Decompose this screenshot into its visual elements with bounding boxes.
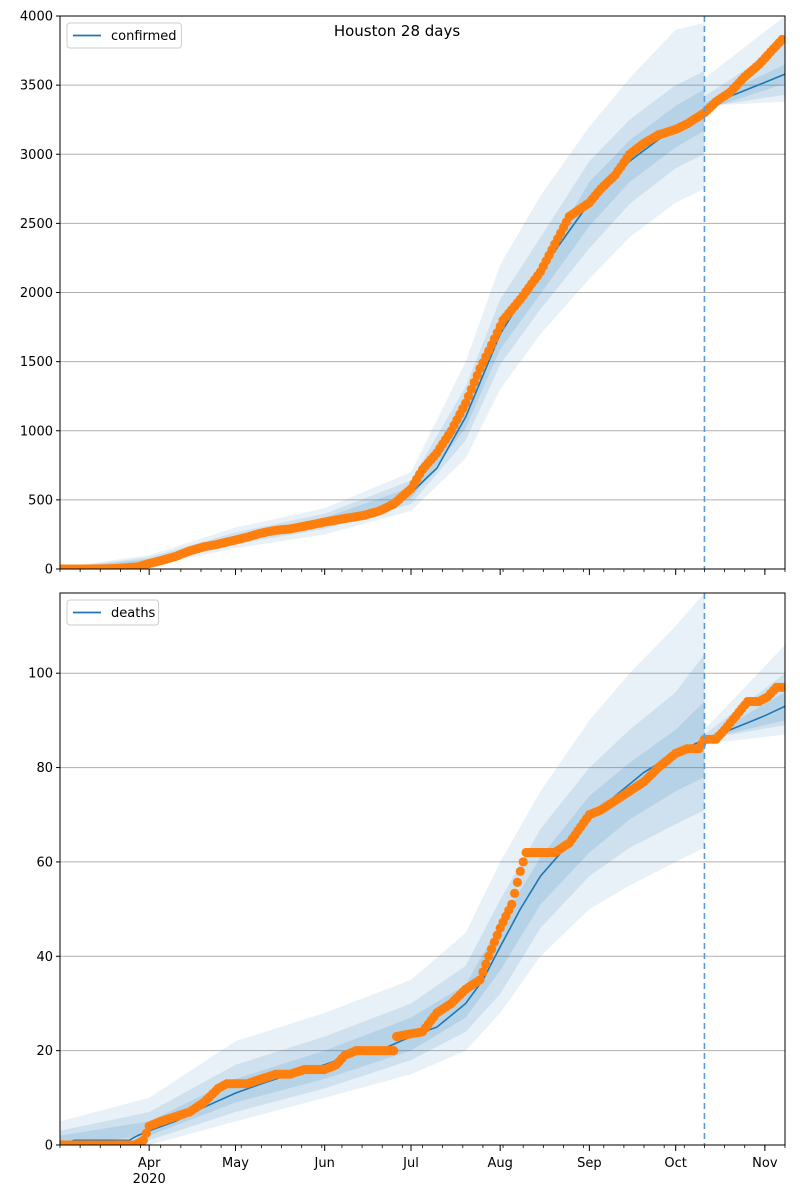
- observed-points: [60, 34, 785, 569]
- observed-point: [777, 34, 785, 45]
- y-tick-label: 500: [28, 493, 53, 508]
- y-tick-label: 80: [36, 761, 53, 776]
- legend-label: confirmed: [111, 29, 177, 44]
- observed-point: [486, 944, 497, 954]
- y-tick-label: 2000: [20, 286, 53, 301]
- observed-point: [481, 959, 491, 969]
- observed-point: [478, 967, 488, 977]
- observed-point: [509, 888, 520, 899]
- observed-point: [489, 937, 499, 947]
- observed-point: [472, 370, 482, 381]
- x-tick-label: Nov: [752, 1156, 778, 1171]
- observed-point: [138, 1135, 148, 1145]
- plot-area: [60, 593, 785, 1145]
- x-tick-label: Aug: [487, 1156, 512, 1171]
- observed-point: [492, 930, 502, 940]
- observed-point: [469, 377, 479, 387]
- y-tick-label: 1000: [20, 424, 53, 439]
- y-tick-label: 20: [36, 1044, 53, 1059]
- deaths-panel: 0 20 40 60 80 100 Apr May Jun Jul Aug Sep Oct Nov 2020…: [28, 592, 786, 1187]
- observed-point: [466, 384, 476, 394]
- x-tick-label: Sep: [577, 1156, 602, 1171]
- y-tick-label: 4000: [20, 10, 53, 25]
- y-tick-label: 100: [28, 667, 53, 682]
- x-tick-label: Jun: [314, 1156, 335, 1171]
- y-tick-label: 0: [45, 1139, 53, 1154]
- observed-point: [141, 1128, 151, 1138]
- y-tick-label: 2500: [20, 217, 53, 232]
- band-middle: [60, 43, 785, 569]
- y-tick-label: 1500: [20, 355, 53, 370]
- observed-point: [518, 857, 528, 867]
- legend: deaths: [66, 599, 160, 626]
- chart-title: Houston 28 days: [334, 22, 461, 40]
- observed-point: [463, 391, 474, 401]
- y-tick-label: 60: [36, 855, 53, 870]
- x-tick-label: Apr: [138, 1156, 161, 1171]
- observed-point: [475, 975, 485, 985]
- y-tick-label: 3000: [20, 148, 53, 163]
- observed-point: [777, 682, 785, 692]
- legend-box: [66, 599, 160, 626]
- legend-box: [66, 22, 182, 49]
- observed-point: [515, 866, 525, 877]
- observed-point: [512, 877, 523, 888]
- x-tick-label: Oct: [664, 1156, 686, 1171]
- x-year-label: 2020: [133, 1172, 166, 1187]
- band-outer: [60, 16, 785, 569]
- x-tick-label: Jul: [402, 1156, 419, 1171]
- legend: confirmed: [66, 22, 182, 49]
- observed-point: [507, 899, 517, 910]
- y-tick-label: 40: [36, 950, 53, 965]
- observed-points: [60, 682, 785, 1145]
- band-middle: [60, 654, 785, 1145]
- plot-area: [60, 16, 785, 569]
- observed-point: [484, 951, 494, 961]
- observed-point: [389, 1046, 399, 1056]
- y-tick-label: 0: [45, 563, 53, 578]
- y-tick-label: 3500: [20, 79, 53, 94]
- x-tick-label: May: [222, 1156, 249, 1171]
- band-outer: [60, 593, 785, 1145]
- confirmed-panel: 0 500 1000 1500 2000 2500 3000 3500 4000 confirme…: [20, 10, 786, 578]
- observed-point: [461, 398, 471, 408]
- legend-label: deaths: [111, 606, 156, 621]
